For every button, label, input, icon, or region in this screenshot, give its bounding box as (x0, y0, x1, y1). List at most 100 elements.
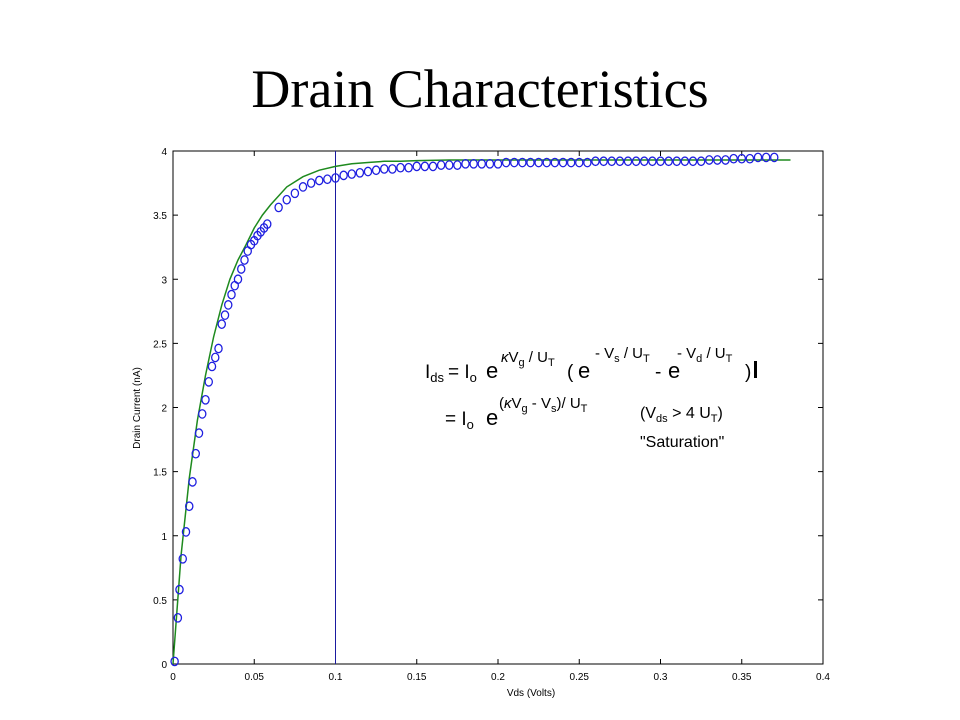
data-point-marker (591, 156, 600, 167)
data-point-marker (607, 156, 617, 167)
x-tick-label: 0.3 (654, 672, 668, 683)
data-point-marker (223, 300, 233, 310)
data-point-marker (745, 153, 755, 164)
y-tick-label: 3 (161, 275, 167, 286)
x-tick-label: 0.05 (245, 672, 265, 683)
data-point-marker (331, 173, 340, 183)
data-point-marker (274, 202, 283, 213)
data-point-marker (323, 174, 332, 185)
data-point-marker (363, 166, 373, 177)
data-point-marker (631, 156, 641, 167)
data-point-marker (534, 157, 543, 168)
y-axis-label: Drain Current (nA) (132, 367, 143, 449)
data-point-marker (412, 161, 421, 172)
data-point-marker (477, 158, 486, 169)
eq1-minus: - (655, 362, 661, 383)
data-point-marker (379, 164, 389, 174)
data-point-marker (770, 152, 779, 163)
data-point-marker (230, 280, 239, 291)
data-point-marker (262, 219, 272, 229)
data-point-marker (194, 428, 204, 438)
data-point-marker (347, 169, 356, 179)
data-point-marker (566, 157, 576, 168)
data-point-marker (444, 160, 454, 170)
data-point-marker (217, 319, 226, 329)
eq2-e: e (486, 405, 498, 430)
eq1-exp1: κVg / UT (501, 349, 555, 369)
data-point-marker (207, 361, 217, 372)
data-point-marker (721, 155, 730, 165)
data-point-marker (227, 289, 236, 300)
data-point-marker (623, 156, 633, 167)
data-point-marker (428, 161, 438, 172)
x-tick-label: 0.15 (407, 672, 427, 683)
data-point-marker (290, 188, 300, 199)
data-point-marker (526, 157, 535, 168)
data-point-marker (640, 156, 649, 167)
data-point-marker (204, 376, 213, 387)
eq2-exp: (κVg - Vs)/ UT (499, 395, 588, 415)
data-point-marker (220, 310, 230, 321)
data-point-marker (371, 165, 381, 176)
data-point-marker (178, 553, 187, 564)
x-tick-label: 0.2 (491, 672, 505, 683)
data-point-marker (436, 160, 446, 170)
data-point-marker (753, 152, 763, 163)
data-point-marker (550, 157, 560, 168)
data-point-marker (493, 158, 503, 169)
data-point-marker (314, 175, 324, 186)
data-point-marker (501, 157, 511, 168)
data-point-marker (453, 160, 462, 170)
data-point-marker (197, 409, 207, 419)
x-tick-label: 0.4 (816, 672, 830, 683)
data-point-marker (518, 157, 527, 168)
eq2-condition: (Vds > 4 UT) (640, 405, 723, 425)
data-point-marker (680, 156, 690, 167)
y-tick-label: 3.5 (153, 211, 167, 222)
data-point-marker (461, 158, 470, 169)
data-point-marker (672, 156, 682, 167)
data-point-marker (339, 170, 348, 181)
data-point-marker (388, 164, 397, 174)
data-point-marker (240, 255, 249, 265)
data-point-marker (656, 156, 665, 167)
x-tick-label: 0 (170, 672, 176, 683)
eq1-e1: e (486, 358, 498, 383)
eq1-paren-close: ) (745, 362, 751, 383)
data-point-marker (583, 157, 592, 168)
data-point-marker (191, 448, 200, 459)
data-point-marker (688, 156, 698, 167)
eq2-io: = Io (445, 409, 474, 432)
eq1-e3: e (668, 358, 680, 383)
data-point-marker (188, 477, 197, 487)
data-point-marker (355, 167, 365, 178)
y-tick-label: 4 (161, 147, 167, 158)
data-point-marker (243, 246, 252, 256)
data-point-marker (306, 178, 316, 188)
data-point-marker (615, 156, 625, 167)
saturation-label: "Saturation" (640, 434, 724, 451)
data-point-marker (210, 352, 220, 363)
x-tick-label: 0.1 (329, 672, 343, 683)
equation-annotation: Ids = Io e κVg / UT ( e - Vs / UT - e - … (425, 345, 757, 451)
text-cursor-bar (754, 361, 757, 378)
eq1-e2: e (578, 358, 590, 383)
data-point-marker (648, 156, 657, 167)
eq1-ids: Ids (425, 362, 445, 385)
data-point-marker (201, 394, 210, 405)
data-point-marker (420, 161, 430, 172)
data-point-marker (233, 274, 243, 285)
data-point-marker (737, 153, 747, 164)
data-point-marker (298, 182, 308, 192)
y-tick-label: 0.5 (153, 596, 167, 607)
data-point-marker (599, 156, 608, 167)
data-point-marker (236, 264, 246, 274)
data-point-marker (173, 612, 183, 623)
eq1-exp3: - Vd / UT (677, 345, 733, 365)
data-point-marker (696, 156, 706, 167)
data-point-marker (713, 155, 722, 165)
data-point-marker (175, 584, 184, 595)
y-tick-label: 1 (161, 532, 167, 543)
eq1-paren-open: ( (567, 362, 574, 383)
